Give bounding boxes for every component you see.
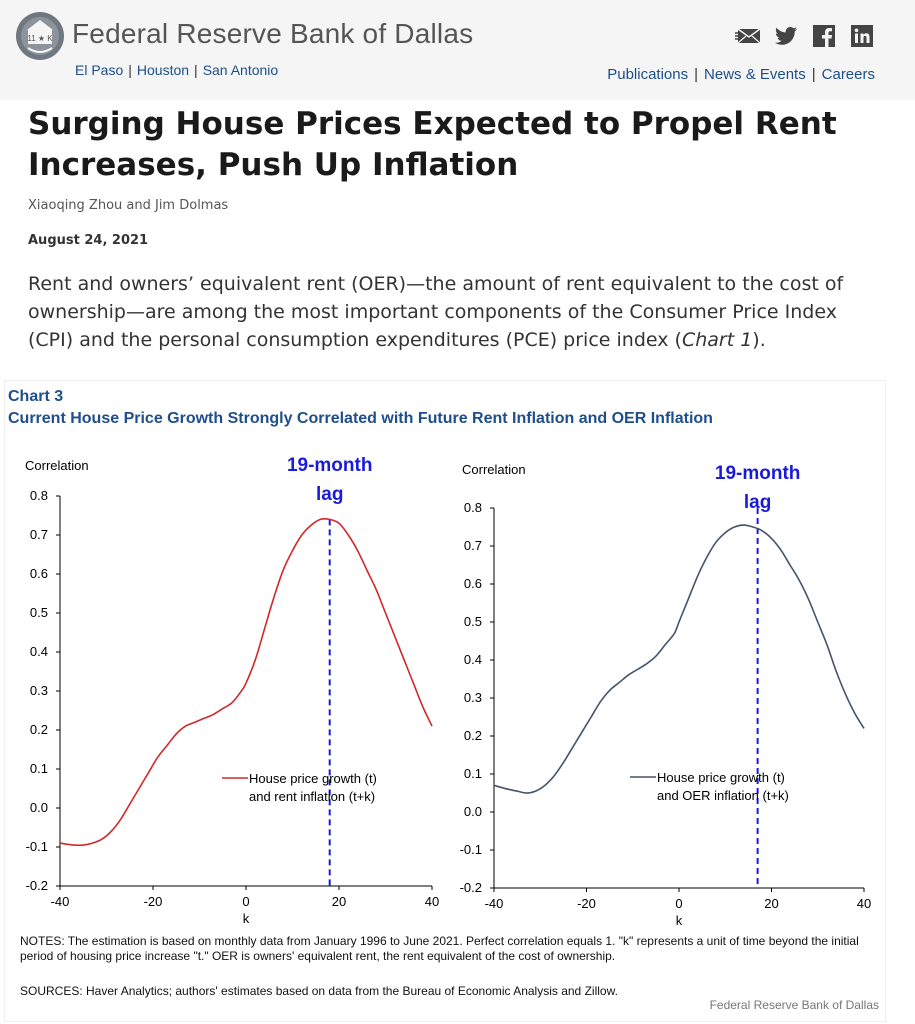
lead-text-after: ). <box>752 329 766 351</box>
top-nav: Publications | News & Events | Careers <box>607 66 875 83</box>
lead-text-before: Rent and owners’ equivalent rent (OER)—t… <box>28 273 844 351</box>
nav-careers[interactable]: Careers <box>821 66 875 83</box>
article-lead-paragraph: Rent and owners’ equivalent rent (OER)—t… <box>28 270 888 354</box>
email-icon[interactable] <box>735 24 761 48</box>
article-authors: Xiaoqing Zhou and Jim Dolmas <box>28 198 229 213</box>
city-link-el-paso[interactable]: El Paso <box>75 62 124 78</box>
article-title: Surging House Prices Expected to Propel … <box>28 106 837 183</box>
article-date: August 24, 2021 <box>28 233 149 248</box>
city-links: El Paso | Houston | San Antonio <box>75 62 279 78</box>
bank-name[interactable]: Federal Reserve Bank of Dallas <box>72 18 474 49</box>
chart-container <box>4 380 886 1022</box>
social-links <box>735 24 875 48</box>
chart-title: Current House Price Growth Strongly Corr… <box>8 410 713 427</box>
city-link-houston[interactable]: Houston <box>136 62 190 78</box>
site-header: 11 ★ K Federal Reserve Bank of Dallas El… <box>0 0 915 100</box>
twitter-icon[interactable] <box>773 24 799 48</box>
facebook-icon[interactable] <box>811 24 837 48</box>
lead-chart-link[interactable]: Chart 1 <box>681 329 753 351</box>
seal-text: 11 ★ K <box>27 34 53 43</box>
chart-sources: SOURCES: Haver Analytics; authors' estim… <box>20 984 618 998</box>
chart-notes: NOTES: The estimation is based on monthl… <box>20 934 859 963</box>
nav-news-events[interactable]: News & Events <box>704 66 806 83</box>
nav-publications[interactable]: Publications <box>607 66 689 83</box>
chart-label: Chart 3 <box>8 388 64 405</box>
chart-credit: Federal Reserve Bank of Dallas <box>709 998 879 1012</box>
city-link-san-antonio[interactable]: San Antonio <box>202 62 279 78</box>
fed-seal-logo[interactable]: 11 ★ K <box>14 10 66 62</box>
linkedin-icon[interactable] <box>849 24 875 48</box>
